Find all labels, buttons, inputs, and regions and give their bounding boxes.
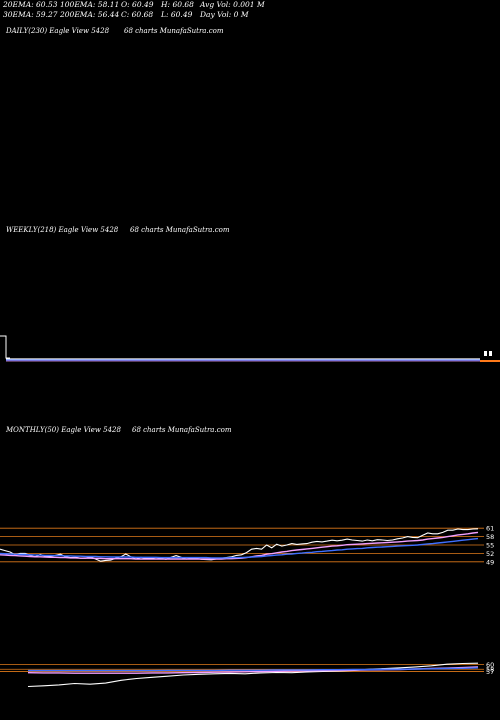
price-tag: 60: [486, 661, 494, 669]
price-tag: 58: [486, 533, 494, 541]
price-tag: 55: [486, 542, 494, 550]
price-tag: 49: [486, 558, 494, 566]
series-line-ema_short: [0, 531, 479, 560]
avg-vol-value: Avg Vol: 0.001 M: [200, 0, 265, 9]
ema20-value: 20EMA: 60.53: [3, 0, 58, 9]
high-value: H: 60.68: [161, 0, 194, 9]
price-tag: 52: [486, 550, 494, 558]
daily-panel: [0, 335, 500, 362]
series-line-price: [27, 662, 479, 688]
daily-price-spike: [0, 335, 10, 359]
daily-last-bar: [484, 351, 487, 356]
price-tag: 58: [486, 666, 494, 674]
series-line-ema_long: [28, 667, 479, 672]
ema200-value: 200EMA: 56.44: [60, 9, 120, 19]
ema30-value: 30EMA: 59.27: [3, 9, 58, 19]
chart-header: 20EMA: 60.53 100EMA: 58.11 O: 60.49 H: 6…: [3, 0, 497, 19]
day-vol-value: Day Vol: 0 M: [200, 9, 249, 19]
daily-site: 68 charts MunafaSutra.com: [124, 27, 224, 35]
header-row-2: 30EMA: 59.27 200EMA: 56.44 C: 60.68 L: 6…: [3, 10, 497, 20]
daily-last-bar-2: [489, 351, 492, 356]
low-value: L: 60.49: [161, 9, 193, 19]
open-value: O: 60.49: [121, 0, 154, 9]
monthly-site: 68 charts MunafaSutra.com: [132, 426, 232, 434]
weekly-title: WEEKLY(218) Eagle View 5428: [6, 226, 119, 234]
series-line-ema_long: [0, 537, 479, 559]
ema100-value: 100EMA: 58.11: [60, 0, 120, 9]
daily-title: DAILY(230) Eagle View 5428: [6, 27, 110, 35]
header-row-1: 20EMA: 60.53 100EMA: 58.11 O: 60.49 H: 6…: [3, 0, 497, 10]
price-tag: 61: [486, 525, 494, 533]
price-tag: 57: [486, 668, 494, 676]
close-value: C: 60.68: [121, 9, 154, 19]
monthly-title: MONTHLY(50) Eagle View 5428: [6, 426, 121, 434]
weekly-site: 68 charts MunafaSutra.com: [130, 226, 230, 234]
